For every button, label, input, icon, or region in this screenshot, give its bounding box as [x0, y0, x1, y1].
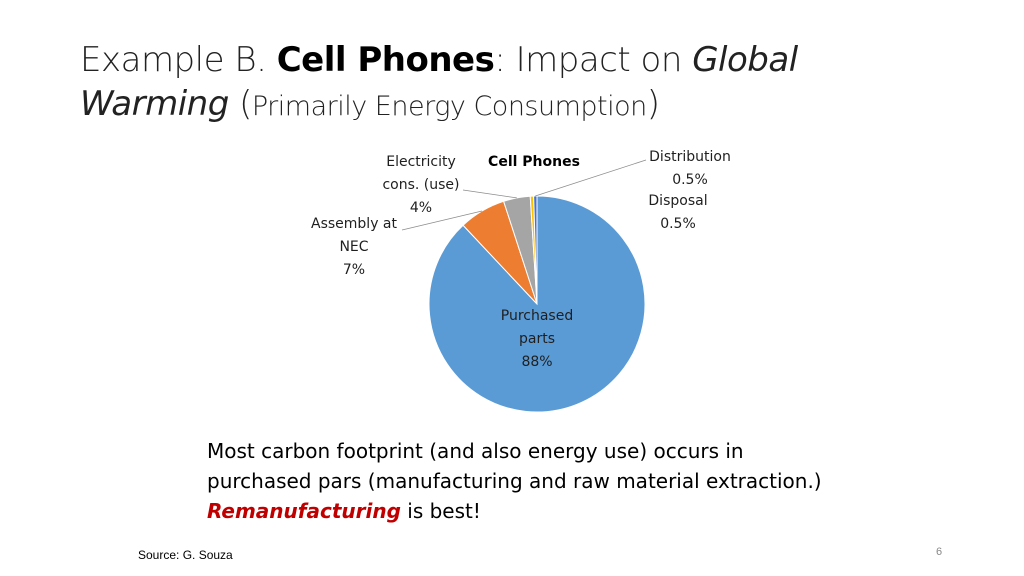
data-label-1: Assembly at NEC 7%	[311, 216, 398, 278]
data-label-4: Distribution 0.5%	[649, 149, 731, 188]
leader-line-4	[535, 159, 647, 197]
caption-rest: is best!	[400, 499, 481, 523]
title-paren-open: (	[228, 84, 252, 124]
title-bold: Cell Phones	[276, 40, 495, 80]
title-prefix: Example B.	[80, 40, 277, 80]
page-number: 6	[936, 546, 943, 558]
caption-line-2: purchased pars (manufacturing and raw ma…	[207, 469, 822, 493]
caption: Most carbon footprint (and also energy u…	[207, 436, 887, 526]
data-label-2: Electricity cons. (use) 4%	[382, 154, 459, 216]
caption-line-1: Most carbon footprint (and also energy u…	[207, 439, 744, 463]
title-middle: : Impact on	[494, 40, 693, 80]
title-small: Primarily Energy Consumption	[251, 91, 647, 122]
slide-title: Example B. Cell Phones: Impact on Global…	[80, 38, 980, 129]
title-paren-close: )	[646, 84, 660, 124]
leader-line-2	[462, 189, 517, 199]
title-italic-2: Warming	[80, 84, 229, 124]
caption-emphasis: Remanufacturing	[207, 499, 401, 523]
title-italic-1: Global	[692, 40, 798, 80]
leader-line-1	[401, 210, 483, 231]
data-label-0: Purchased parts 88%	[501, 308, 573, 370]
data-label-3: Disposal 0.5%	[648, 193, 707, 232]
source-note: Source: G. Souza	[138, 548, 233, 562]
chart-title: Cell Phones	[488, 154, 580, 170]
